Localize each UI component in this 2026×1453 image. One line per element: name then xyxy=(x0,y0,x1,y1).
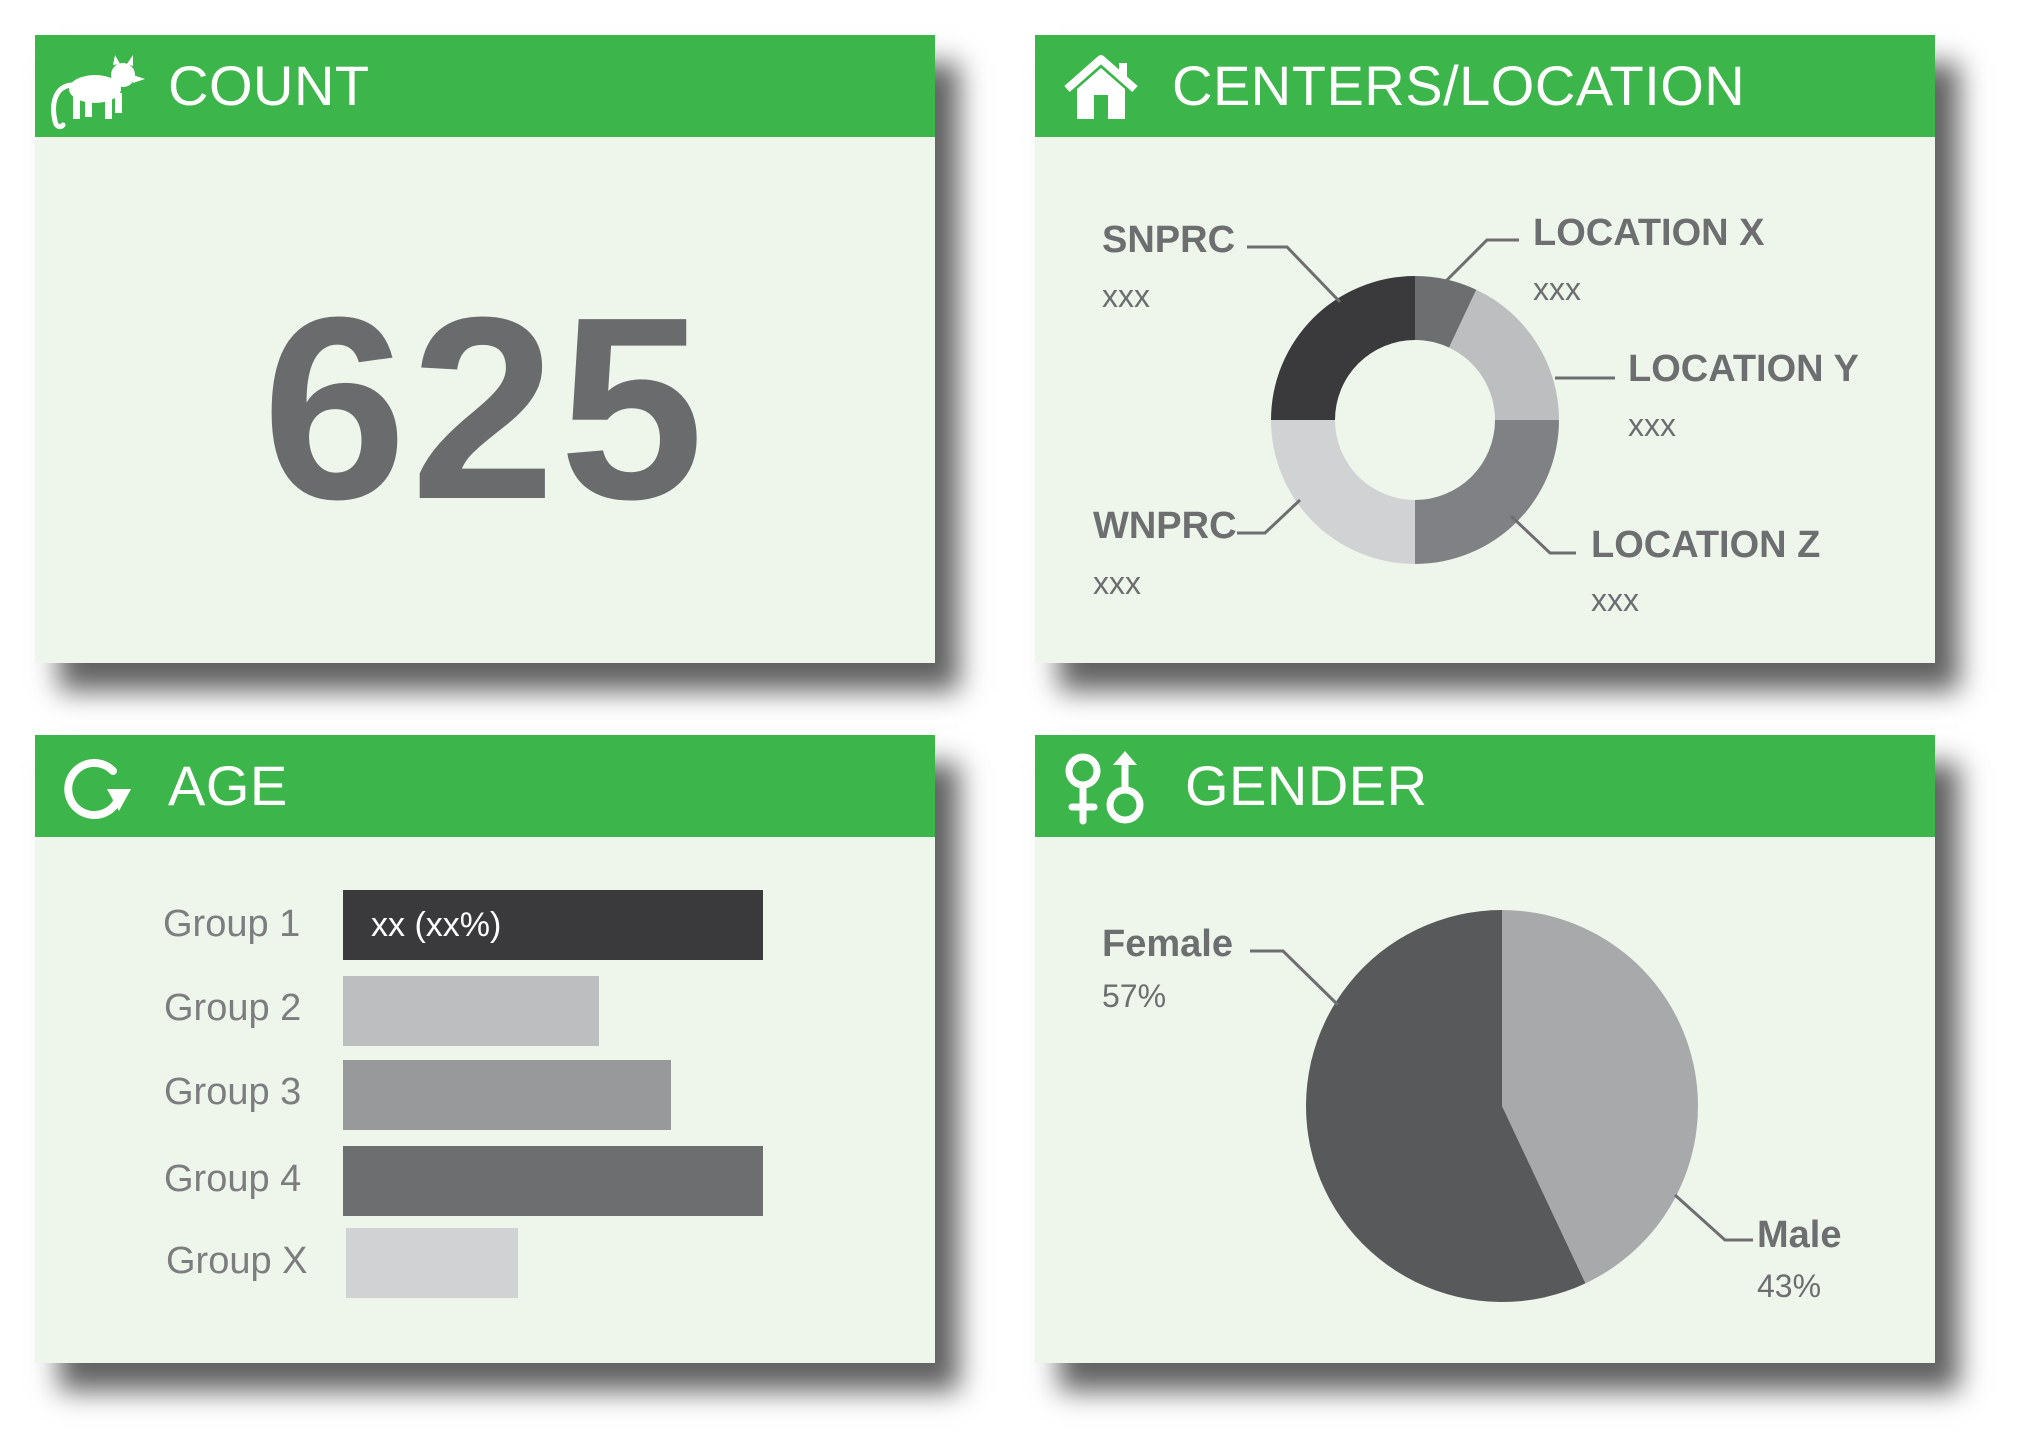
donut-slice-location-x xyxy=(1415,276,1477,348)
gender-pie-chart xyxy=(1250,910,1753,1302)
age-label-group-2: Group 2 xyxy=(164,987,302,1029)
home-icon xyxy=(1061,49,1141,129)
donut-slice-location-y xyxy=(1449,289,1559,420)
label-female: Female xyxy=(1102,923,1233,965)
age-label-group-3: Group 3 xyxy=(164,1071,302,1113)
value-male: 43% xyxy=(1757,1268,1822,1304)
count-header: COUNT xyxy=(35,35,935,137)
gender-title: GENDER xyxy=(1185,754,1428,817)
label-location-y: LOCATION Y xyxy=(1628,348,1859,390)
age-bar-value-label: xx (xx%) xyxy=(371,906,502,944)
age-bar-group-1: xx (xx%) xyxy=(343,890,763,960)
gender-header: GENDER xyxy=(1035,735,1935,837)
centers-title: CENTERS/LOCATION xyxy=(1172,54,1746,117)
age-label-group-1: Group 1 xyxy=(163,903,301,945)
leader-location-z xyxy=(1509,514,1576,555)
donut-slice-wnprc xyxy=(1271,420,1415,564)
centers-donut-chart xyxy=(1237,238,1615,564)
age-bar-group-3 xyxy=(343,1060,671,1130)
leader-wnprc xyxy=(1237,498,1302,535)
value-location-x: xxx xyxy=(1533,271,1581,307)
centers-header: CENTERS/LOCATION xyxy=(1035,35,1935,137)
leader-male xyxy=(1673,1193,1753,1242)
label-snprc: SNPRC xyxy=(1102,219,1236,261)
age-bar-group-x xyxy=(346,1228,519,1298)
value-wnprc: xxx xyxy=(1093,565,1141,601)
count-title: COUNT xyxy=(168,54,370,117)
refresh-icon xyxy=(55,749,135,829)
value-location-y: xxx xyxy=(1628,407,1676,443)
label-location-x: LOCATION X xyxy=(1533,212,1765,254)
leader-snprc xyxy=(1247,245,1342,304)
leader-location-x xyxy=(1443,238,1519,284)
count-value: 625 xyxy=(262,264,708,554)
monkey-icon xyxy=(49,49,145,129)
age-label-group-x: Group X xyxy=(166,1240,308,1282)
gender-icon xyxy=(1061,749,1151,829)
age-header: AGE xyxy=(35,735,935,837)
count-body: 625 xyxy=(35,137,935,663)
value-location-z: xxx xyxy=(1591,582,1639,618)
pie-slice-female xyxy=(1306,910,1586,1302)
leader-female xyxy=(1250,949,1340,1007)
age-panel: AGE Group 1 Group 2 Group 3 Group 4 Grou… xyxy=(35,735,935,1363)
donut-slice-snprc xyxy=(1271,276,1415,420)
age-bar-group-4 xyxy=(343,1146,763,1216)
label-location-z: LOCATION Z xyxy=(1591,524,1821,566)
age-bar-group-2 xyxy=(343,976,600,1046)
age-label-group-4: Group 4 xyxy=(164,1158,302,1200)
count-panel: COUNT 625 xyxy=(35,35,935,663)
label-wnprc: WNPRC xyxy=(1093,505,1237,547)
pie-slice-male xyxy=(1502,910,1698,1284)
value-female: 57% xyxy=(1102,978,1167,1014)
value-snprc: xxx xyxy=(1102,278,1150,314)
donut-slice-location-z xyxy=(1415,420,1559,564)
age-title: AGE xyxy=(168,754,288,817)
centers-panel: CENTERS/LOCATION SNPRC xxx LOCATION X xx… xyxy=(1035,35,1935,663)
gender-panel: GENDER Female 57% Male 43% xyxy=(1035,735,1935,1363)
label-male: Male xyxy=(1757,1214,1842,1256)
